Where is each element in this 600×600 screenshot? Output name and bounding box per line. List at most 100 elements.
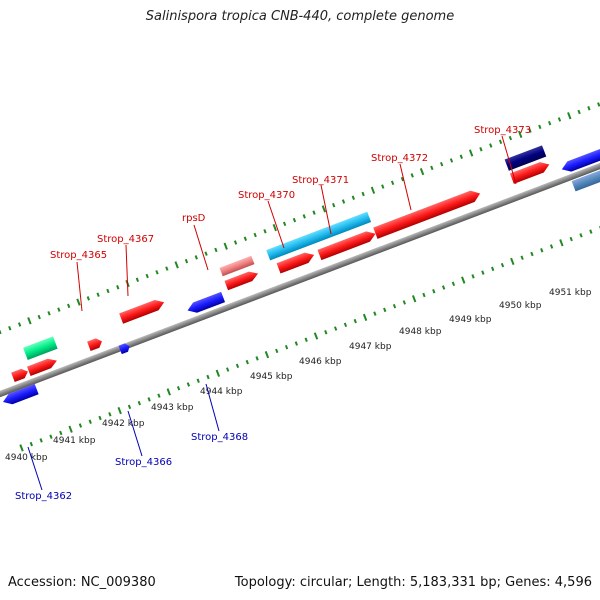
- tick-mark: [312, 210, 316, 215]
- tick-mark: [282, 221, 287, 227]
- gene-label: Strop_4365: [50, 250, 107, 261]
- tick-mark: [204, 251, 208, 256]
- tick-mark: [272, 223, 277, 232]
- gene-arrow[interactable]: [87, 337, 104, 352]
- tick-mark: [530, 251, 534, 257]
- gene-label: Strop_4371: [292, 175, 349, 186]
- kbp-label: 4943 kbp: [151, 403, 194, 413]
- tick-mark: [390, 180, 395, 186]
- tick-mark: [489, 143, 493, 148]
- tick-mark: [589, 229, 593, 234]
- tick-mark: [440, 161, 444, 167]
- kbp-label: 4942 kbp: [102, 419, 145, 429]
- tick-mark: [39, 438, 43, 443]
- kbp-label: 4946 kbp: [299, 357, 342, 367]
- tick-mark: [500, 262, 505, 268]
- tick-mark: [508, 135, 513, 141]
- gene-arrow[interactable]: [276, 250, 316, 274]
- gene-arrow[interactable]: [373, 188, 482, 239]
- tick-mark: [47, 311, 51, 316]
- tick-mark: [174, 261, 179, 269]
- tick-mark: [343, 322, 348, 328]
- tick-mark: [432, 289, 436, 294]
- tick-mark: [518, 130, 523, 138]
- tick-mark: [520, 255, 524, 260]
- tick-mark: [108, 412, 112, 417]
- gene-leader-lines: [27, 135, 517, 491]
- gene-arrow[interactable]: [186, 291, 226, 316]
- tick-mark: [441, 285, 446, 290]
- tick-mark: [540, 248, 544, 253]
- tick-mark: [419, 168, 425, 176]
- tick-mark: [215, 369, 221, 377]
- tick-mark: [481, 270, 485, 275]
- tick-mark: [333, 326, 338, 331]
- tick-mark: [59, 430, 63, 436]
- tick-mark: [422, 292, 426, 298]
- gene-arrow[interactable]: [317, 229, 378, 261]
- tick-mark: [137, 400, 141, 406]
- tick-mark: [302, 214, 306, 219]
- tick-mark: [214, 247, 218, 253]
- tick-mark: [479, 147, 483, 152]
- tick-mark: [402, 300, 406, 305]
- tick-mark: [538, 124, 542, 130]
- tick-mark: [233, 240, 238, 245]
- tick-mark: [57, 307, 61, 312]
- gene-label: Strop_4366: [115, 457, 172, 468]
- kbp-label: 4944 kbp: [200, 387, 243, 397]
- upper-tick-track: [0, 102, 600, 335]
- accession-text: Accession: NC_009380: [8, 575, 156, 590]
- gene-arrow[interactable]: [504, 145, 547, 171]
- tick-mark: [321, 205, 327, 213]
- tick-mark: [324, 330, 328, 335]
- gene-label: Strop_4370: [238, 190, 295, 201]
- tick-mark: [116, 284, 120, 290]
- tick-mark: [76, 298, 81, 306]
- kbp-label: 4949 kbp: [449, 315, 492, 325]
- gene-arrow[interactable]: [224, 269, 259, 291]
- gene-arrow[interactable]: [266, 211, 372, 261]
- tick-mark: [253, 232, 257, 238]
- gene-arrow[interactable]: [509, 159, 551, 184]
- tick-mark: [176, 385, 181, 391]
- tick-mark: [557, 117, 562, 122]
- tick-mark: [579, 233, 583, 238]
- tick-mark: [196, 378, 200, 383]
- tick-mark: [157, 393, 161, 398]
- tick-mark: [468, 149, 474, 157]
- tick-mark: [235, 363, 240, 369]
- tick-mark: [549, 244, 554, 249]
- gene-arrow[interactable]: [11, 367, 30, 382]
- gene-label: Strop_4372: [371, 153, 428, 164]
- tick-mark: [106, 288, 110, 294]
- tick-mark: [223, 242, 228, 250]
- tick-mark: [559, 239, 564, 247]
- tick-mark: [498, 139, 503, 145]
- tick-mark: [370, 186, 376, 194]
- gene-arrow[interactable]: [219, 255, 255, 277]
- tick-mark: [383, 307, 387, 313]
- gene-arrow[interactable]: [27, 356, 59, 376]
- tick-mark: [88, 419, 92, 424]
- gene-arrow[interactable]: [1, 384, 39, 407]
- gene-arrow[interactable]: [118, 342, 132, 355]
- genome-backbone: [0, 142, 600, 404]
- gene-arrow[interactable]: [23, 336, 58, 360]
- tick-mark: [471, 274, 475, 279]
- tick-mark: [194, 255, 198, 260]
- tick-mark: [78, 423, 83, 428]
- tick-mark: [411, 295, 417, 303]
- tick-mark: [206, 374, 210, 380]
- tick-mark: [567, 112, 572, 120]
- tick-mark: [362, 313, 368, 321]
- tick-mark: [67, 303, 71, 309]
- tick-mark: [294, 341, 299, 346]
- gene-arrow[interactable]: [571, 159, 600, 192]
- gene-label: Strop_4368: [191, 432, 248, 443]
- tick-mark: [147, 397, 151, 402]
- gene-arrow[interactable]: [119, 297, 166, 324]
- gene-arrow[interactable]: [560, 142, 600, 175]
- kbp-label: 4948 kbp: [399, 327, 442, 337]
